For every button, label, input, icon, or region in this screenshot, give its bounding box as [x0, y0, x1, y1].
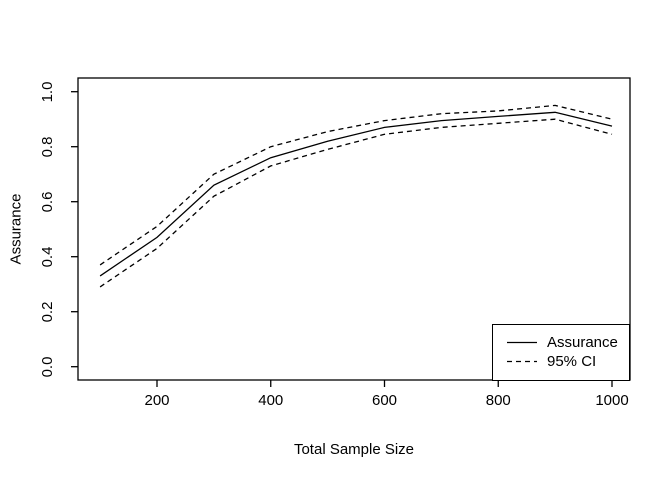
legend-label-ci: 95% CI [547, 352, 597, 370]
series-line-95-ci-upper [99, 104, 613, 266]
legend-entry-ci: 95% CI [507, 352, 596, 370]
y-tick-label: 0.0 [39, 356, 56, 378]
legend-label-assurance: Assurance [547, 333, 618, 351]
y-tick-label: 0.6 [39, 191, 56, 213]
x-tick-label: 200 [144, 392, 170, 409]
x-tick-label: 400 [258, 392, 284, 409]
legend-dashed-line-icon [507, 360, 537, 362]
y-axis-title: Assurance [7, 193, 25, 265]
legend-entry-assurance: Assurance [507, 333, 618, 351]
y-tick-label: 1.0 [39, 81, 56, 103]
legend: Assurance 95% CI [492, 324, 630, 381]
plot-box [77, 77, 631, 381]
series-line-assurance [99, 111, 613, 277]
y-tick-label: 0.4 [39, 246, 56, 268]
legend-solid-line-icon [507, 341, 537, 343]
x-axis-title: Total Sample Size [293, 441, 415, 458]
x-tick-label: 600 [371, 392, 398, 409]
y-tick-label: 0.8 [39, 136, 56, 158]
x-tick-label: 800 [485, 392, 511, 409]
x-tick-label: 1000 [595, 392, 629, 409]
series-line-95-ci-lower [99, 118, 613, 288]
y-tick-label: 0.2 [39, 301, 56, 323]
